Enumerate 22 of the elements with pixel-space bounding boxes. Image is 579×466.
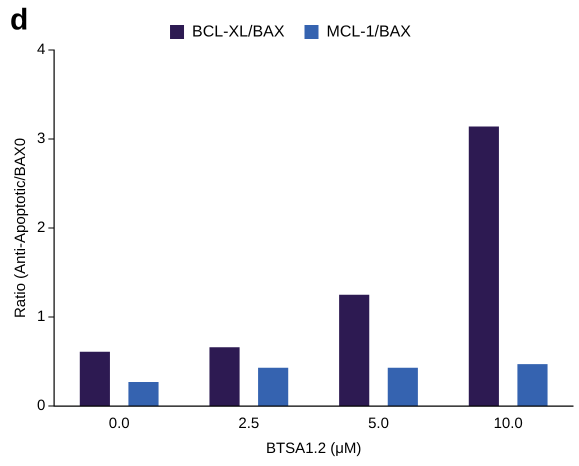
- y-tick-label: 3: [37, 130, 46, 148]
- bar: [80, 352, 110, 406]
- y-tick-label: 4: [37, 41, 46, 58]
- y-axis-title: Ratio (Anti-Apoptotic/BAX0: [12, 138, 30, 318]
- y-tick-label: 0: [37, 397, 46, 414]
- x-tick-label: 2.5: [238, 415, 260, 432]
- bar: [468, 126, 499, 406]
- bar: [128, 382, 159, 406]
- x-tick-label: 5.0: [368, 415, 389, 432]
- legend-label: BCL-XL/BAX: [192, 23, 285, 40]
- y-tick-label: 1: [37, 308, 46, 326]
- bar: [388, 368, 418, 406]
- x-tick-label: 10.0: [494, 415, 523, 432]
- text: d: [10, 3, 28, 36]
- bar: [339, 294, 370, 406]
- bar: [258, 368, 288, 406]
- x-tick-label: 0.0: [108, 415, 130, 432]
- y-tick-label: 2: [37, 219, 46, 236]
- legend-label: MCL-1/BAX: [326, 23, 412, 40]
- bar: [209, 347, 240, 406]
- x-axis-title: BTSA1.2 (μM): [266, 440, 362, 458]
- bar: [517, 364, 548, 406]
